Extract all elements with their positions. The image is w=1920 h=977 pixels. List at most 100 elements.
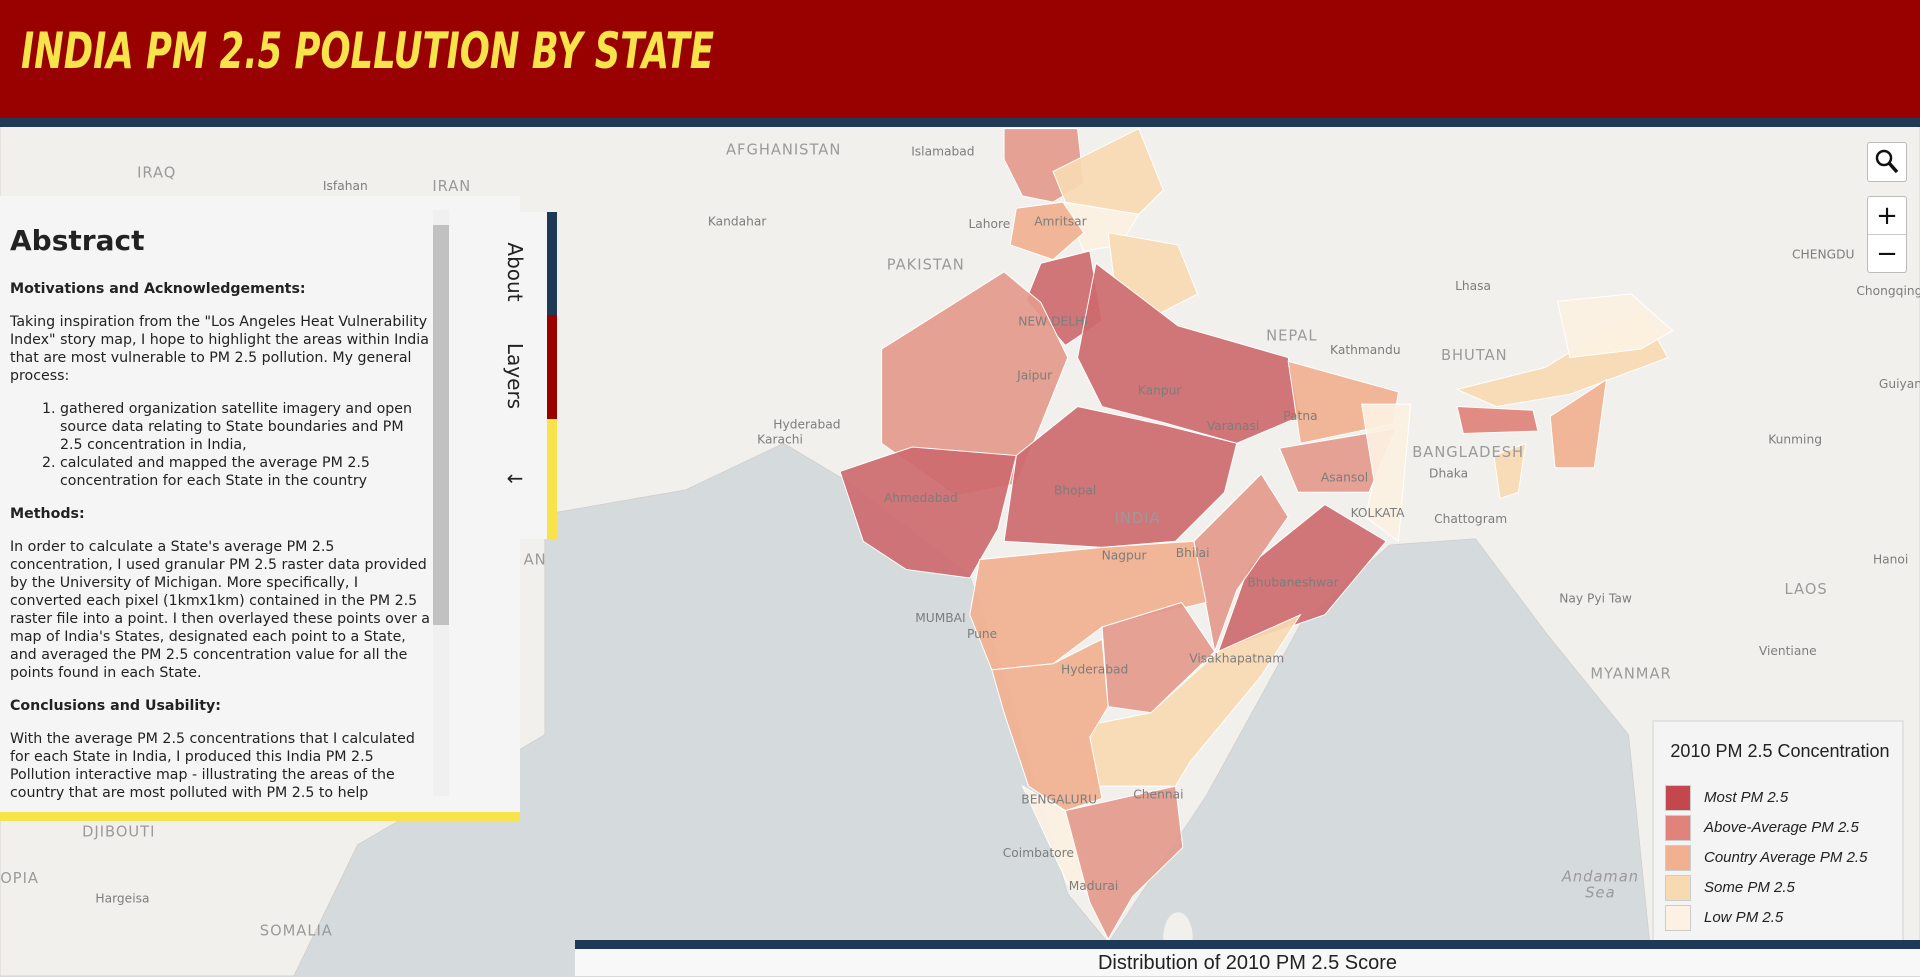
map-label: Nay Pyi Taw (1559, 591, 1632, 605)
map-label: Karachi (757, 432, 803, 446)
india-states (839, 127, 1674, 941)
search-icon (1875, 149, 1899, 174)
map-label: Asansol (1321, 470, 1368, 484)
legend-label: Low PM 2.5 (1704, 909, 1784, 926)
zoom-in[interactable]: + (1868, 197, 1906, 235)
map-label: Nagpur (1102, 549, 1148, 563)
map-label: CHENGDU (1792, 247, 1854, 261)
map-label: IRAQ (137, 165, 176, 182)
map-label: BANGLADESH (1412, 444, 1524, 461)
map-label: Hyderabad (1061, 663, 1128, 677)
map-label: DJIBOUTI (82, 823, 155, 840)
panel-content: Abstract Motivations and Acknowledgement… (0, 196, 430, 806)
map-label: NEPAL (1266, 327, 1317, 344)
map-label: Lhasa (1455, 279, 1491, 293)
map-label: Hargeisa (95, 891, 149, 905)
paragraph: Taking inspiration from the "Los Angeles… (10, 314, 429, 384)
layers-tab[interactable]: Layers (503, 342, 527, 410)
section-heading: Methods: (10, 506, 85, 522)
map-label: Ahmedabad (884, 491, 958, 505)
zoom-control: + − (1867, 196, 1907, 273)
map-label: Isfahan (323, 179, 368, 193)
map-label: IRAN (432, 178, 471, 195)
bottom-panel: Distribution of 2010 PM 2.5 Score (575, 940, 1920, 976)
legend-label: Most PM 2.5 (1704, 789, 1789, 806)
steps-list: gathered organization satellite imagery … (10, 400, 430, 490)
page-title: INDIA PM 2.5 POLLUTION BY STATE (21, 22, 714, 80)
map-label: Jaipur (1016, 369, 1053, 383)
map-label: BENGALURU (1021, 792, 1097, 806)
panel-bottom-bar (0, 812, 520, 821)
map-label: Coimbatore (1003, 846, 1074, 860)
map-label: Varanasi (1207, 419, 1259, 433)
map-label: Amritsar (1034, 214, 1087, 228)
step: calculated and mapped the average PM 2.5… (60, 454, 430, 490)
legend-label: Country Average PM 2.5 (1704, 849, 1868, 866)
zoom-out[interactable]: − (1876, 238, 1898, 269)
section-heading: Motivations and Acknowledgements: (10, 281, 306, 297)
map-label: AFGHANISTAN (726, 141, 841, 158)
legend-item: Above-Average PM 2.5 (1665, 814, 1859, 841)
legend-label: Above-Average PM 2.5 (1704, 819, 1859, 836)
map-label: Chongqing (1856, 284, 1920, 298)
bottom-title: Distribution of 2010 PM 2.5 Score (1097, 952, 1398, 974)
map-label: Bhopal (1054, 484, 1096, 498)
legend-swatch (1665, 784, 1691, 811)
legend-item: Low PM 2.5 (1665, 904, 1783, 931)
about-tab[interactable]: About (503, 242, 527, 302)
header: INDIA PM 2.5 POLLUTION BY STATE (0, 0, 1920, 118)
map-label: Kandahar (708, 214, 768, 228)
map-label: AN (524, 552, 547, 569)
map-label: BHUTAN (1441, 347, 1508, 364)
side-panel: Abstract Motivations and Acknowledgement… (0, 196, 520, 812)
map-label: Chennai (1133, 787, 1183, 801)
map-label: Hyderabad (773, 418, 840, 432)
map-label: LAOS (1785, 581, 1828, 598)
legend-item: Most PM 2.5 (1665, 784, 1788, 811)
paragraph: In order to calculate a State's average … (10, 539, 430, 681)
legend-item: Country Average PM 2.5 (1665, 844, 1867, 871)
map-label: Bhubaneshwar (1248, 576, 1340, 590)
map-label: KOLKATA (1351, 506, 1406, 520)
section-heading: Conclusions and Usability: (10, 698, 221, 714)
map-label: Dhaka (1429, 467, 1468, 481)
map-label: NEW DELHI (1018, 315, 1088, 329)
tab-column (520, 212, 547, 539)
tab-bar (547, 315, 557, 419)
map-label: Pune (967, 627, 997, 641)
legend-swatch (1665, 904, 1691, 931)
legend-swatch (1665, 844, 1691, 871)
scrollbar-thumb[interactable] (433, 225, 449, 625)
legend-swatch (1665, 874, 1691, 901)
header-strip (0, 118, 1920, 127)
map-label: OPIA (0, 870, 39, 887)
map-label: Patna (1283, 409, 1317, 423)
map-label: MYANMAR (1590, 665, 1671, 682)
search-button[interactable] (1867, 142, 1907, 182)
map-label: Hanoi (1873, 552, 1908, 566)
tab-bar (547, 419, 557, 539)
map-label: Kanpur (1138, 383, 1183, 397)
map-label: Andaman (1561, 869, 1639, 886)
map-label: SOMALIA (260, 923, 333, 940)
paragraph: With the average PM 2.5 concentrations t… (10, 731, 415, 801)
map-label: Lahore (968, 217, 1010, 231)
map-label: Guiyan (1879, 377, 1920, 391)
legend: 2010 PM 2.5 Concentration Most PM 2.5 Abo… (1652, 720, 1904, 976)
map-label: Sea (1585, 885, 1615, 902)
map-label: Islamabad (911, 145, 974, 159)
map-label: Madurai (1069, 879, 1119, 893)
map-label: Bhilai (1176, 546, 1210, 560)
legend-label: Some PM 2.5 (1704, 879, 1795, 896)
map-label: Vientiane (1759, 644, 1817, 658)
panel-heading: Abstract (10, 224, 145, 257)
tab-bar (547, 212, 557, 315)
step: gathered organization satellite imagery … (60, 400, 430, 454)
map-label: Kunming (1768, 432, 1822, 446)
map-label: Chattogram (1434, 512, 1507, 526)
collapse-tab[interactable]: ← (506, 466, 524, 490)
map-label: PAKISTAN (887, 256, 965, 273)
legend-swatch (1665, 814, 1691, 841)
legend-item: Some PM 2.5 (1665, 874, 1795, 901)
